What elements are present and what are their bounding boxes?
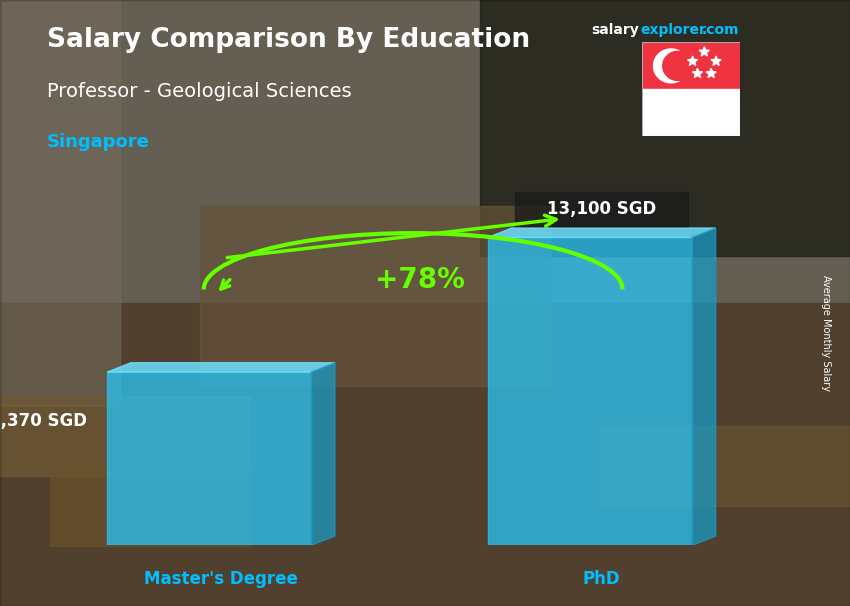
Bar (642, 89, 740, 136)
Text: explorer: explorer (640, 23, 705, 37)
Text: Singapore: Singapore (47, 133, 150, 152)
Bar (200, 206, 550, 386)
Text: +78%: +78% (375, 267, 465, 295)
Polygon shape (488, 238, 692, 545)
Bar (0, 303, 850, 606)
Polygon shape (706, 68, 717, 78)
Polygon shape (688, 56, 698, 65)
Polygon shape (693, 68, 703, 78)
Text: salary: salary (591, 23, 638, 37)
Text: Professor - Geological Sciences: Professor - Geological Sciences (47, 82, 351, 101)
Bar (600, 426, 850, 506)
Polygon shape (711, 56, 721, 65)
Text: Salary Comparison By Education: Salary Comparison By Education (47, 27, 530, 53)
Bar (480, 0, 850, 256)
Text: Average Monthly Salary: Average Monthly Salary (821, 275, 831, 391)
Bar (0, 0, 850, 303)
Polygon shape (107, 363, 335, 372)
Polygon shape (654, 49, 688, 83)
Text: 7,370 SGD: 7,370 SGD (0, 411, 87, 430)
Text: Master's Degree: Master's Degree (144, 570, 298, 588)
Bar (50, 466, 250, 546)
Bar (200, 206, 550, 386)
Bar (0, 396, 250, 476)
Text: 13,100 SGD: 13,100 SGD (547, 200, 656, 218)
Text: PhD: PhD (583, 570, 620, 588)
Polygon shape (692, 228, 716, 545)
Bar (0, 0, 120, 406)
Polygon shape (663, 52, 693, 81)
Polygon shape (700, 47, 710, 56)
Polygon shape (311, 363, 335, 545)
Polygon shape (488, 228, 716, 238)
Polygon shape (515, 192, 689, 226)
Bar (642, 42, 740, 89)
Text: .com: .com (701, 23, 739, 37)
Polygon shape (107, 372, 311, 545)
